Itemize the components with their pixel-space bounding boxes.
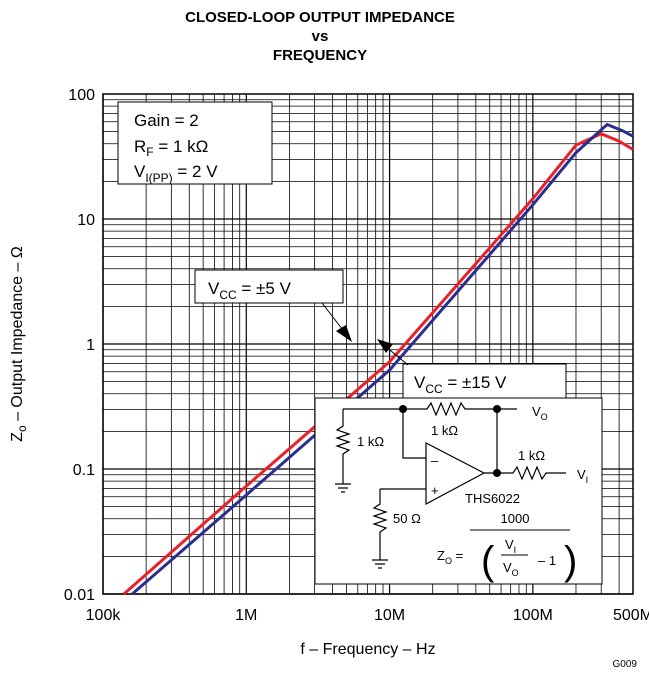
gain-label: Gain = 2 [134, 111, 199, 130]
x-tick-label: 100k [86, 607, 122, 624]
node-dot-1 [399, 405, 407, 413]
conditions-box: Gain = 2 RF = 1 kΩ VI(PP) = 2 V [117, 101, 273, 185]
formula-minus-one: – 1 [538, 553, 556, 568]
vcc15-label: VCC = ±15 V [414, 373, 507, 396]
wire-inverting [402, 409, 426, 459]
circuit-diagram: 1 kΩ 1 kΩ 1 kΩ 50 Ω VO VI – + THS6022 10… [314, 397, 603, 585]
vcc15-annotation: VCC = ±15 V [377, 339, 567, 399]
op-amp-symbol [425, 442, 486, 506]
rf-label: RF = 1 kΩ [134, 137, 208, 159]
r-feedback-label: 1 kΩ [431, 423, 458, 438]
vcc5-label: VCC = ±5 V [208, 279, 292, 302]
x-tick-label: 1M [235, 607, 257, 624]
figure-code: G009 [613, 659, 638, 670]
resistor-feedback-1k [403, 401, 497, 417]
r-ground-label: 1 kΩ [357, 434, 384, 449]
y-tick-label: 100 [68, 87, 95, 104]
vi-terminal-label: VI [577, 467, 588, 485]
vi-label: VI(PP) = 2 V [134, 162, 218, 185]
node-dot-2 [493, 405, 501, 413]
resistor-input-1k [484, 465, 566, 481]
part-label: THS6022 [465, 491, 520, 506]
x-tick-label: 500M [613, 607, 649, 624]
series-line-vcc15 [131, 123, 634, 596]
chart-title-line-1: CLOSED-LOOP OUTPUT IMPEDANCE [185, 9, 455, 26]
frac-top: VI [505, 537, 516, 555]
series-layer [122, 123, 634, 596]
plot-frame [102, 93, 634, 595]
y-tick-label: 0.1 [73, 462, 95, 479]
y-tick-labels: 0.01 0.1 1 10 100 [64, 87, 95, 604]
ground-symbol-1 [335, 483, 351, 493]
formula-paren-open: ( [481, 539, 495, 583]
x-tick-labels: 100k 1M 10M 100M 500M [86, 607, 649, 624]
vo-label: VO [532, 404, 548, 422]
y-tick-label: 10 [77, 212, 95, 229]
y-tick-label: 1 [86, 337, 95, 354]
x-tick-label: 10M [374, 607, 405, 624]
formula-lhs: ZO = [437, 548, 463, 566]
y-axis-label: Zo – Output Impedance – Ω [9, 246, 29, 442]
node-dot-3 [493, 469, 501, 477]
resistor-ground-1k [335, 409, 351, 484]
resistor-50 [372, 489, 388, 560]
circuit-box [314, 397, 603, 585]
chart-title-line-2: vs [312, 28, 329, 45]
frac-bottom: VO [503, 560, 519, 578]
op-amp-plus: + [431, 483, 439, 498]
y-tick-label: 0.01 [64, 587, 95, 604]
formula-numerator: 1000 [501, 511, 530, 526]
r-input-label: 1 kΩ [518, 448, 545, 463]
chart-title-line-3: FREQUENCY [273, 47, 367, 64]
ground-symbol-2 [372, 559, 388, 569]
op-amp-minus: – [431, 453, 439, 468]
vcc5-annotation: VCC = ±5 V [194, 269, 352, 342]
formula-paren-close: ) [564, 539, 577, 583]
x-axis-label: f – Frequency – Hz [300, 641, 435, 658]
vcc5-arrowhead [336, 325, 352, 342]
vcc15-arrowhead [377, 339, 393, 353]
series-line-vcc5 [122, 132, 634, 596]
r-50-label: 50 Ω [393, 511, 421, 526]
x-tick-label: 100M [513, 607, 553, 624]
